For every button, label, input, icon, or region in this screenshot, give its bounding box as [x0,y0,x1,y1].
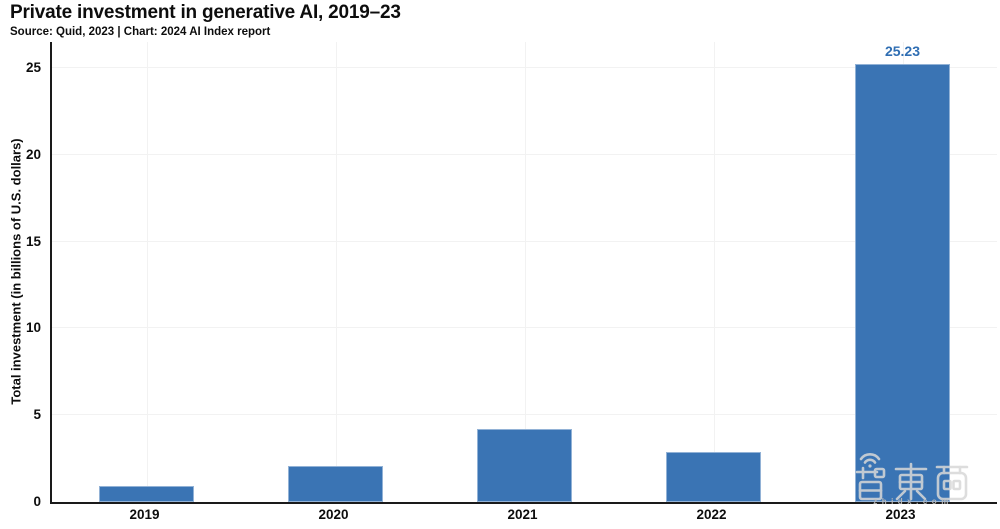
x-gridline [146,42,148,502]
watermark: zhidx.com [850,446,972,510]
x-gridline [335,42,337,502]
x-gridline [524,42,526,502]
x-tick-label: 2019 [129,507,160,522]
bar-value-label: 25.23 [884,43,921,60]
y-tick-label: 20 [25,146,41,162]
x-tick-labels: 2019 2020 2021 2022 2023 [50,507,995,529]
plot-area: 25.23 [50,42,997,504]
chart-source: Source: Quid, 2023 | Chart: 2024 AI Inde… [10,26,271,38]
bar-2020 [288,465,383,502]
x-tick-label: 2021 [507,507,538,522]
x-tick-label: 2022 [696,507,727,522]
bar-2022 [666,451,761,502]
bar-2023 [855,64,950,502]
chart-title: Private investment in generative AI, 201… [10,2,401,23]
y-tick-label: 25 [25,60,41,76]
y-tick-label: 0 [33,494,41,509]
y-tick-label: 5 [33,407,41,423]
watermark-url: zhidx.com [873,497,953,506]
y-tick-label: 15 [25,233,41,249]
y-tick-labels: 0 5 10 15 20 25 [0,42,45,509]
x-gridline [713,42,715,502]
x-tick-label: 2020 [318,507,349,522]
bar-2019 [99,486,194,502]
watermark-logo [855,453,969,501]
bar-2021 [477,429,572,502]
y-tick-label: 10 [25,320,41,336]
x-tick-label: 2023 [885,507,916,522]
